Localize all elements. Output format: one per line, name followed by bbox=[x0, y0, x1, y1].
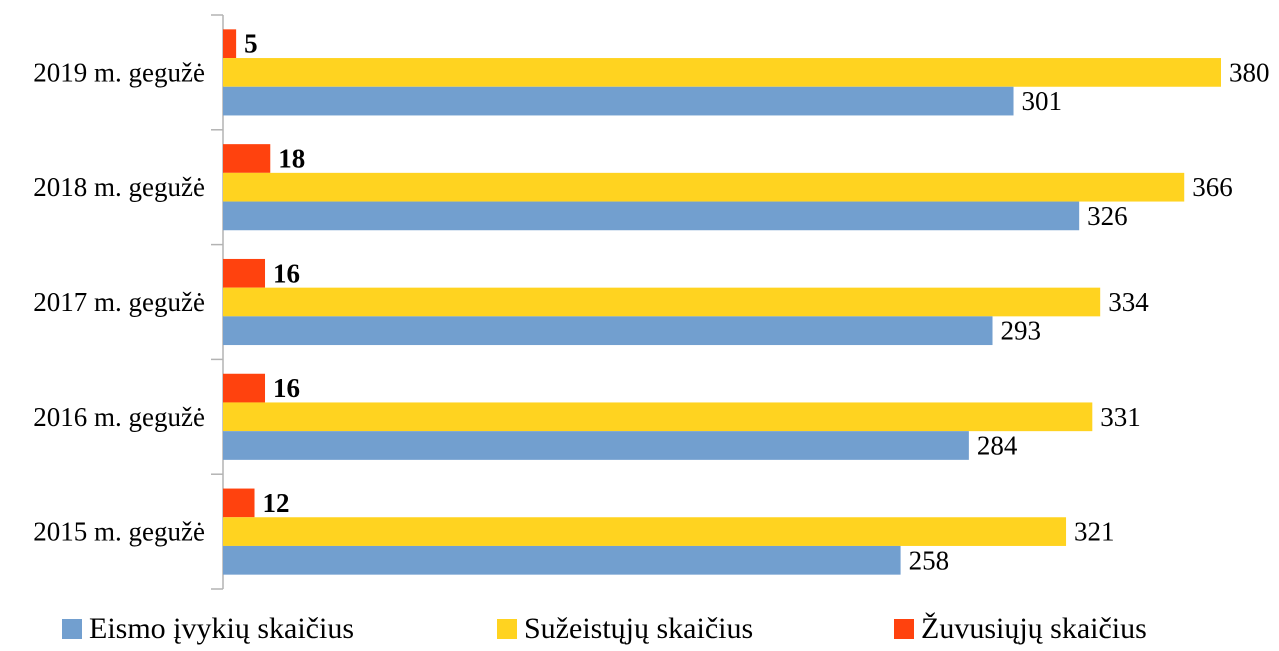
bar bbox=[223, 29, 237, 59]
labels: 2019 m. gegužė 5 380 301 2018 m. gegužė 18 366… bbox=[33, 29, 1269, 576]
data-label: 16 bbox=[273, 258, 300, 288]
data-label: 326 bbox=[1087, 201, 1128, 231]
data-label: 380 bbox=[1229, 57, 1270, 87]
data-label: 366 bbox=[1192, 172, 1233, 202]
bar bbox=[223, 172, 1185, 202]
data-label: 321 bbox=[1074, 517, 1115, 547]
data-label: 284 bbox=[977, 431, 1018, 461]
bar bbox=[223, 545, 901, 575]
category-label: 2018 m. gegužė bbox=[33, 172, 205, 202]
category-label: 2016 m. gegužė bbox=[33, 402, 205, 432]
category-label: 2015 m. gegužė bbox=[33, 517, 205, 547]
legend-swatch-zuvusiuju bbox=[894, 619, 914, 639]
bar bbox=[223, 144, 271, 173]
bar bbox=[223, 517, 1067, 546]
bar bbox=[223, 86, 1014, 116]
legend-item-suzeistuju: Sužeistųjų skaičius bbox=[497, 612, 753, 646]
legend-swatch-suzeistuju bbox=[497, 619, 517, 639]
bar bbox=[223, 287, 1101, 317]
data-label: 12 bbox=[263, 488, 290, 518]
bar bbox=[223, 201, 1080, 231]
bar-chart: 2019 m. gegužė 5 380 301 2018 m. gegužė 18 366… bbox=[33, 14, 1270, 590]
legend: Eismo įvykių skaičius Sužeistųjų skaičiu… bbox=[0, 612, 1279, 651]
legend-item-eismo: Eismo įvykių skaičius bbox=[62, 612, 354, 646]
bar bbox=[223, 488, 255, 518]
data-label: 16 bbox=[273, 373, 300, 403]
data-label: 301 bbox=[1022, 86, 1062, 116]
data-label: 293 bbox=[1001, 316, 1042, 346]
bar bbox=[223, 373, 266, 403]
data-label: 258 bbox=[909, 545, 950, 575]
data-label: 331 bbox=[1100, 402, 1141, 432]
bar bbox=[223, 316, 993, 346]
bars bbox=[223, 29, 1221, 575]
legend-label-zuvusiuju: Žuvusiųjų skaičius bbox=[921, 612, 1147, 645]
category-label: 2017 m. gegužė bbox=[33, 287, 205, 317]
legend-swatch-eismo bbox=[62, 619, 82, 639]
bar bbox=[223, 258, 266, 288]
legend-item-zuvusiuju: Žuvusiųjų skaičius bbox=[894, 612, 1147, 646]
legend-label-eismo: Eismo įvykių skaičius bbox=[89, 612, 354, 645]
category-label: 2019 m. gegužė bbox=[33, 57, 205, 87]
data-label: 334 bbox=[1108, 287, 1149, 317]
legend-label-suzeistuju: Sužeistųjų skaičius bbox=[524, 612, 754, 645]
axis bbox=[211, 14, 224, 590]
bar bbox=[223, 58, 1221, 87]
data-label: 5 bbox=[244, 29, 258, 59]
data-label: 18 bbox=[278, 144, 305, 174]
bar bbox=[223, 431, 969, 460]
bar bbox=[223, 402, 1093, 432]
